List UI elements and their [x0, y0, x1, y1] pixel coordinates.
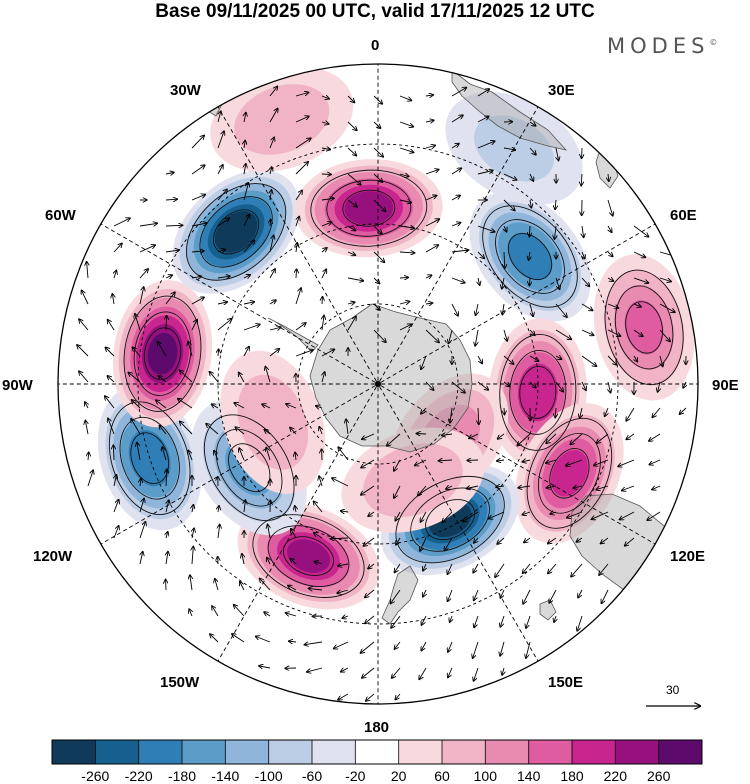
colorbar-swatch	[442, 740, 486, 764]
colorbar	[52, 740, 703, 764]
wind-arrow	[166, 316, 167, 330]
lon-label-150w: 150W	[160, 674, 199, 691]
colorbar-swatch	[182, 740, 226, 764]
colorbar-tick-label: -100	[255, 768, 283, 784]
colorbar-swatch	[399, 740, 443, 764]
wind-arrow	[504, 408, 505, 414]
wind-arrow	[529, 226, 530, 236]
lon-label-0: 0	[371, 37, 379, 54]
colorbar-tick-label: -260	[81, 768, 109, 784]
wind-arrow	[400, 277, 408, 278]
south-pole-marker	[375, 381, 381, 387]
colorbar-tick-label: -60	[302, 768, 322, 784]
lon-label-60w: 60W	[45, 207, 76, 224]
lon-label-180: 180	[364, 719, 389, 736]
colorbar-swatch	[225, 740, 269, 764]
lon-label-120w: 120W	[33, 548, 72, 565]
colorbar-swatch	[485, 740, 529, 764]
wind-arrow	[529, 278, 530, 285]
colorbar-swatch	[269, 740, 313, 764]
colorbar-tick-label: -20	[345, 768, 365, 784]
colorbar-tick-label: -220	[125, 768, 153, 784]
lon-label-90w: 90W	[2, 377, 33, 394]
wind-arrow	[296, 269, 297, 278]
colorbar-swatch	[355, 740, 399, 764]
lon-label-120e: 120E	[670, 548, 705, 565]
colorbar-swatch	[572, 740, 616, 764]
lon-label-150e: 150E	[548, 674, 583, 691]
wind-arrow	[417, 434, 426, 435]
lon-label-90e: 90E	[712, 377, 739, 394]
colorbar-tick-label: -140	[211, 768, 239, 784]
colorbar-tick-label: 260	[647, 768, 670, 784]
colorbar-swatch	[95, 740, 139, 764]
colorbar-swatch	[659, 740, 703, 764]
lon-label-30e: 30E	[548, 82, 575, 99]
wind-reference-label: 30	[666, 683, 679, 697]
colorbar-tick-label: 140	[517, 768, 540, 784]
lon-label-60e: 60E	[670, 207, 697, 224]
colorbar-swatch	[529, 740, 573, 764]
colorbar-tick-label: 100	[474, 768, 497, 784]
colorbar-tick-label: 220	[604, 768, 627, 784]
wind-arrow	[322, 297, 323, 304]
colorbar-swatch	[615, 740, 659, 764]
colorbar-swatch	[139, 740, 183, 764]
colorbar-tick-label: 180	[560, 768, 583, 784]
wind-arrow	[218, 349, 219, 356]
colorbar-tick-label: 20	[391, 768, 407, 784]
colorbar-tick-label: -180	[168, 768, 196, 784]
colorbar-tick-label: 60	[434, 768, 450, 784]
colorbar-swatch	[312, 740, 356, 764]
colorbar-swatch	[52, 740, 96, 764]
lon-label-30w: 30W	[170, 82, 201, 99]
